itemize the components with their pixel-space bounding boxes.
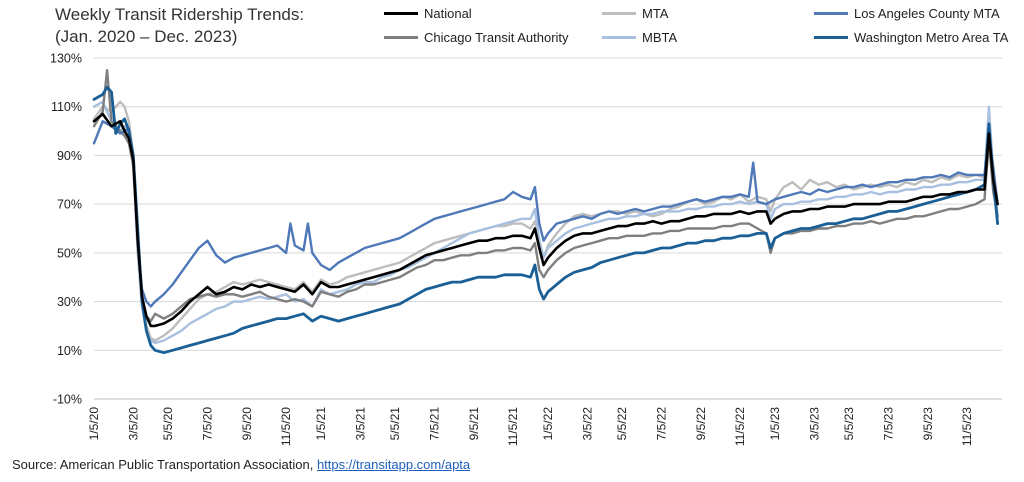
y-tick-label: 50% [57, 246, 82, 260]
y-tick-label: 130% [50, 52, 82, 66]
chart-title-line2: (Jan. 2020 – Dec. 2023) [55, 27, 238, 46]
legend-label-wmata: Washington Metro Area TA [854, 30, 1009, 45]
y-tick-label: 90% [57, 149, 82, 163]
legend: National Chicago Transit Authority MTA M… [380, 4, 1020, 46]
gridlines [94, 57, 1002, 400]
series-line-chicago-transit-authority [92, 69, 999, 323]
x-tick-label: 7/5/21 [428, 407, 442, 441]
legend-label-national: National [424, 6, 472, 21]
x-tick-label: 1/5/22 [541, 407, 555, 441]
legend-swatch-wmata [814, 36, 848, 39]
x-tick-label: 11/5/21 [506, 407, 520, 446]
legend-swatch-mbta [602, 36, 636, 39]
x-tick-label: 3/5/20 [126, 407, 140, 441]
legend-swatch-mta [602, 12, 636, 15]
series-line-national [92, 112, 999, 328]
x-tick-label: 7/5/23 [882, 407, 896, 441]
y-tick-label: 70% [57, 198, 82, 212]
legend-swatch-lacmta [814, 12, 848, 15]
series-line-mbta [92, 100, 999, 345]
source-link[interactable]: https://transitapp.com/apta [316, 457, 471, 472]
y-tick-label: 110% [51, 100, 82, 114]
legend-item-wmata: Washington Metro Area TA [814, 30, 1008, 45]
legend-item-cta: Chicago Transit Authority [384, 30, 569, 45]
x-tick-label: 3/5/22 [580, 407, 594, 441]
x-tick-label: 3/5/21 [353, 407, 367, 441]
x-tick-label: 7/5/22 [655, 407, 669, 441]
legend-swatch-national [384, 12, 418, 15]
x-tick-label: 1/5/21 [314, 407, 328, 441]
legend-item-national: National [384, 6, 472, 21]
x-tick-label: 9/5/21 [467, 407, 481, 441]
legend-item-mta: MTA [602, 6, 668, 21]
series-lines [92, 69, 999, 355]
x-tick-label: 11/5/22 [733, 407, 747, 446]
x-tick-label: 7/5/20 [201, 407, 215, 441]
y-axis-ticks: -10% 10% 30% 50% 70% 90% 110% 130% [50, 52, 82, 407]
x-tick-label: 11/5/23 [960, 407, 974, 446]
chart-title: Weekly Transit Ridership Trends: (Jan. 2… [55, 4, 304, 48]
legend-item-lacmta: Los Angeles County MTA [814, 6, 1000, 21]
series-line-los-angeles-county-mta [92, 120, 999, 308]
legend-label-lacmta: Los Angeles County MTA [854, 6, 1000, 21]
legend-swatch-cta [384, 36, 418, 39]
x-tick-label: 5/5/21 [388, 407, 402, 441]
source-note: Source: American Public Transportation A… [12, 457, 470, 472]
x-tick-label: 9/5/20 [240, 407, 254, 441]
x-tick-label: 3/5/23 [807, 407, 821, 441]
series-line-washington-metro-area-ta [92, 85, 999, 355]
source-text: Source: American Public Transportation A… [12, 457, 314, 472]
x-tick-label: 5/5/23 [842, 407, 856, 441]
y-tick-label: -10% [53, 393, 82, 407]
legend-label-cta: Chicago Transit Authority [424, 30, 569, 45]
legend-item-mbta: MBTA [602, 30, 677, 45]
x-tick-label: 9/5/22 [694, 407, 708, 441]
y-tick-label: 10% [57, 344, 82, 358]
x-tick-label: 9/5/23 [921, 407, 935, 441]
x-axis-ticks: 1/5/20 3/5/20 5/5/20 7/5/20 9/5/20 11/5/20 1/5… [87, 407, 974, 446]
legend-label-mbta: MBTA [642, 30, 678, 45]
x-tick-label: 1/5/20 [87, 407, 101, 441]
x-tick-label: 11/5/20 [279, 407, 293, 446]
legend-label-mta: MTA [642, 6, 669, 21]
x-tick-label: 5/5/20 [161, 407, 175, 441]
chart-title-line1: Weekly Transit Ridership Trends: [55, 5, 305, 24]
x-tick-label: 1/5/23 [768, 407, 782, 441]
x-tick-label: 5/5/22 [615, 407, 629, 441]
y-tick-label: 30% [57, 295, 82, 309]
